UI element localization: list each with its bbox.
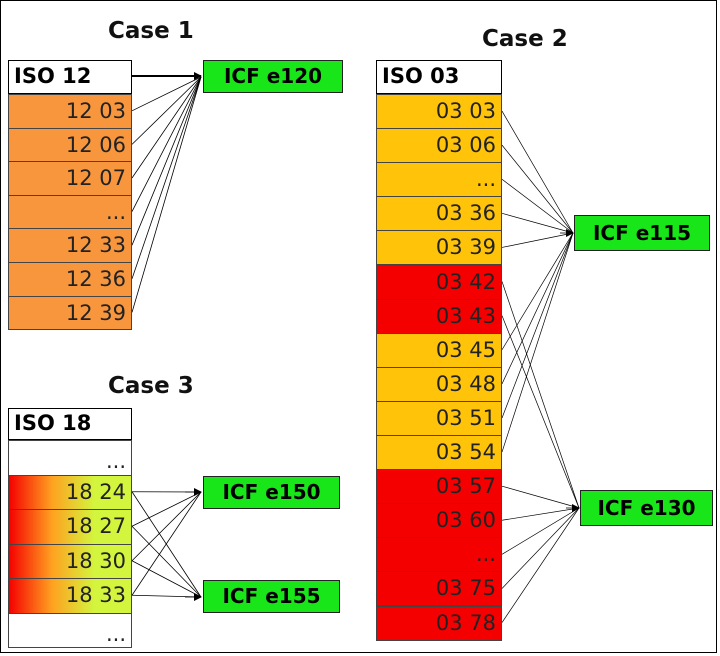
case2-row: 03 54	[376, 435, 502, 471]
case1-row: 12 06	[8, 127, 132, 163]
case3-connector-e150	[131, 491, 202, 596]
case2-connector-e115	[501, 110, 574, 234]
case2-title: Case 2	[482, 26, 568, 52]
case2-connector-e115	[501, 232, 574, 419]
case2-connector-e115	[501, 232, 574, 453]
case3-row: 18 33	[8, 578, 132, 614]
case3-row: 18 24	[8, 474, 132, 510]
case1-row: 12 33	[8, 228, 132, 263]
case2-connector-e115	[501, 232, 574, 384]
case1-connector	[131, 76, 202, 279]
case2-row: 03 57	[376, 469, 502, 505]
case3-connector-e155	[131, 491, 202, 598]
case2-connector-e130	[501, 281, 580, 509]
case2-row: 03 36	[376, 196, 502, 232]
case3-connector-e155	[131, 560, 202, 598]
case1-connector	[131, 76, 202, 313]
case1-connector	[131, 76, 202, 145]
case2-target-icf-e130: ICF e130	[580, 490, 713, 526]
case3-connector-e150	[131, 491, 202, 562]
case2-connector-e115	[501, 178, 574, 234]
case2-connector-e130	[501, 507, 580, 623]
case2-connector-e130	[501, 507, 580, 521]
case2-row: 03 06	[376, 128, 502, 164]
case2-row: 03 48	[376, 366, 502, 402]
case3-connector-e155	[131, 525, 202, 598]
case3-row: 18 30	[8, 543, 132, 579]
case2-header: ISO 03	[376, 60, 502, 94]
case1-row: 12 03	[8, 94, 132, 129]
case1-connector	[131, 76, 202, 179]
case2-row: 03 60	[376, 503, 502, 539]
case1-title: Case 1	[108, 18, 194, 44]
case3-title: Case 3	[108, 373, 194, 399]
case1-connector	[131, 76, 202, 212]
case2-row: 03 51	[376, 400, 502, 436]
case1-row: 12 07	[8, 161, 132, 196]
case3-row: ...	[8, 612, 132, 648]
case2-row: 03 42	[376, 264, 502, 300]
case3-target-icf-e155: ICF e155	[203, 580, 340, 613]
case2-connector-e130	[501, 315, 580, 509]
case2-connector-e115	[501, 144, 574, 234]
case3-connector-e150	[131, 491, 202, 527]
case2-connector-e130	[501, 507, 580, 555]
case2-target-icf-e115: ICF e115	[574, 215, 710, 251]
case2-connector-e115	[501, 213, 574, 234]
case2-connector-e130	[501, 507, 580, 589]
case2-row: 03 39	[376, 230, 502, 266]
case1-row: 12 36	[8, 262, 132, 297]
case1-header: ISO 12	[8, 60, 132, 94]
case2-connector-e115	[501, 232, 574, 248]
case3-target-icf-e150: ICF e150	[203, 476, 340, 509]
case3-row: ...	[8, 440, 132, 476]
case1-connector	[131, 76, 202, 112]
case2-row: ...	[376, 162, 502, 198]
case2-connector-e115	[501, 232, 574, 350]
case1-row: 12 39	[8, 295, 132, 331]
case2-row: 03 43	[376, 298, 502, 334]
case2-row: 03 75	[376, 571, 502, 607]
case1-target-icf-e120: ICF e120	[203, 60, 343, 93]
case2-row: 03 03	[376, 94, 502, 130]
case2-row: 03 45	[376, 332, 502, 368]
case2-row: ...	[376, 537, 502, 573]
case2-connector-e130	[501, 485, 580, 509]
case3-row: 18 27	[8, 509, 132, 545]
case1-row: ...	[8, 194, 132, 230]
case2-row: 03 78	[376, 605, 502, 641]
case3-header: ISO 18	[8, 408, 132, 440]
case1-connector	[131, 76, 202, 246]
